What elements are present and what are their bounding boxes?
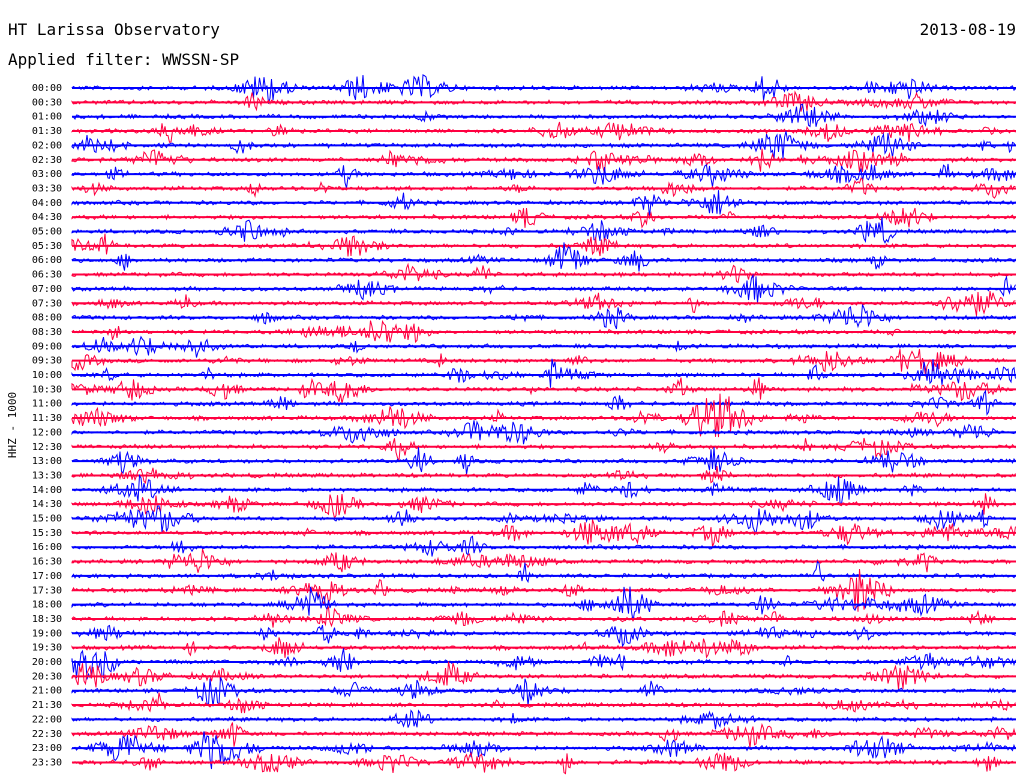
seismic-trace: [71, 661, 1016, 690]
row-time-label: 01:30: [32, 126, 62, 137]
seismic-trace: [71, 605, 1016, 628]
row-time-label: 13:30: [32, 470, 62, 481]
row-time-label: 12:30: [32, 442, 62, 453]
row-time-label: 21:00: [32, 686, 62, 697]
row-time-label: 09:00: [32, 341, 62, 352]
row-time-label: 08:00: [32, 313, 62, 324]
seismic-trace: [71, 677, 1016, 707]
row-time-label: 19:00: [32, 628, 62, 639]
record-date: 2013-08-19: [919, 20, 1016, 39]
seismic-trace: [71, 493, 1016, 520]
filter-label: Applied filter: WWSSN-SP: [8, 50, 240, 69]
row-time-label: 10:00: [32, 370, 62, 381]
row-time-label: 04:00: [32, 198, 62, 209]
row-time-label: 02:30: [32, 155, 62, 166]
row-time-label: 11:00: [32, 399, 62, 410]
row-time-label: 20:00: [32, 657, 62, 668]
seismic-trace: [71, 505, 1016, 535]
row-time-label: 18:30: [32, 614, 62, 625]
row-time-label: 16:00: [32, 542, 62, 553]
seismic-trace: [71, 163, 1016, 189]
seismic-trace: [71, 74, 1016, 104]
seismic-trace: [71, 349, 1016, 377]
row-time-label: 07:00: [32, 284, 62, 295]
row-time-label: 00:30: [32, 97, 62, 108]
row-time-label: 02:00: [32, 140, 62, 151]
row-time-label: 17:00: [32, 571, 62, 582]
row-time-label: 05:00: [32, 227, 62, 238]
row-time-label: 01:00: [32, 112, 62, 123]
row-time-label: 08:30: [32, 327, 62, 338]
seismic-trace: [71, 437, 1016, 463]
row-time-label: 23:00: [32, 743, 62, 754]
seismic-trace: [71, 262, 1016, 284]
row-time-label: 22:30: [32, 729, 62, 740]
row-time-label: 22:00: [32, 714, 62, 725]
seismic-trace: [71, 560, 1016, 584]
row-time-label: 18:00: [32, 600, 62, 611]
row-time-label: 15:30: [32, 528, 62, 539]
seismic-trace: [71, 103, 1016, 128]
seismic-trace: [71, 624, 1016, 648]
seismic-trace: [71, 692, 1016, 714]
seismic-trace: [71, 648, 1016, 680]
row-time-label: 06:00: [32, 255, 62, 266]
seismic-trace: [71, 217, 1016, 244]
row-time-label: 12:00: [32, 427, 62, 438]
row-time-label: 14:00: [32, 485, 62, 496]
row-time-label: 15:00: [32, 514, 62, 525]
row-time-label: 19:30: [32, 643, 62, 654]
row-time-label: 03:00: [32, 169, 62, 180]
row-time-label: 09:30: [32, 356, 62, 367]
row-time-label: 23:30: [32, 757, 62, 768]
y-axis-label: HHZ - 1000: [6, 392, 19, 458]
row-time-label: 11:30: [32, 413, 62, 424]
row-time-label: 21:30: [32, 700, 62, 711]
row-time-label: 04:30: [32, 212, 62, 223]
row-time-label: 17:30: [32, 585, 62, 596]
row-time-label: 03:30: [32, 183, 62, 194]
row-time-label: 14:30: [32, 499, 62, 510]
row-time-label: 05:30: [32, 241, 62, 252]
row-time-label: 06:30: [32, 270, 62, 281]
row-time-label: 16:30: [32, 557, 62, 568]
row-time-label: 13:00: [32, 456, 62, 467]
row-time-label: 00:00: [32, 83, 62, 94]
row-time-label: 10:30: [32, 384, 62, 395]
row-time-label: 20:30: [32, 671, 62, 682]
station-title: HT Larissa Observatory: [8, 20, 220, 39]
row-time-label: 07:30: [32, 298, 62, 309]
